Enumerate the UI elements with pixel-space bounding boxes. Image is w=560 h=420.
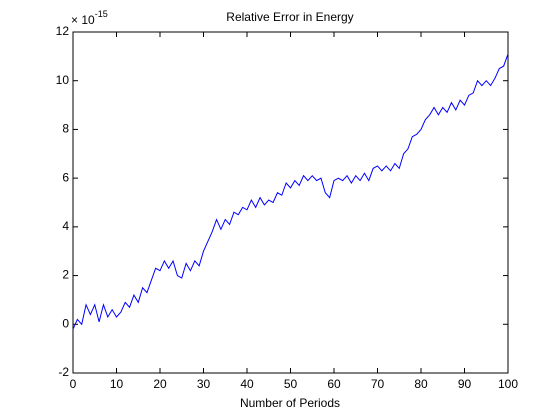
x-tick-label: 30 (197, 377, 211, 391)
chart-title: Relative Error in Energy (226, 10, 353, 24)
y-multiplier-exponent: -15 (95, 9, 108, 19)
x-tick-label: 60 (327, 377, 341, 391)
x-tick-label: 20 (153, 377, 167, 391)
y-tick-label: 12 (56, 24, 70, 38)
y-tick-label: 8 (62, 122, 69, 136)
y-multiplier: × 10-15 (71, 9, 108, 27)
y-tick-label: 10 (56, 73, 70, 87)
y-tick-label: -2 (58, 365, 69, 379)
x-tick-label: 0 (70, 377, 77, 391)
x-tick-label: 90 (458, 377, 472, 391)
y-tick-label: 4 (62, 219, 69, 233)
x-axis-label: Number of Periods (240, 396, 340, 410)
plot-frame (72, 31, 509, 374)
x-tick-label: 70 (371, 377, 385, 391)
x-tick-label: 100 (498, 377, 518, 391)
y-tick-label: 6 (62, 170, 69, 184)
x-tick-label: 50 (284, 377, 298, 391)
x-tick-label: 10 (110, 377, 124, 391)
y-tick-label: 2 (62, 268, 69, 282)
y-multiplier-base: × 10 (71, 13, 95, 27)
data-line (72, 53, 509, 330)
x-tick-label: 40 (240, 377, 254, 391)
y-tick-label: 0 (62, 316, 69, 330)
x-tick-label: 80 (414, 377, 428, 391)
